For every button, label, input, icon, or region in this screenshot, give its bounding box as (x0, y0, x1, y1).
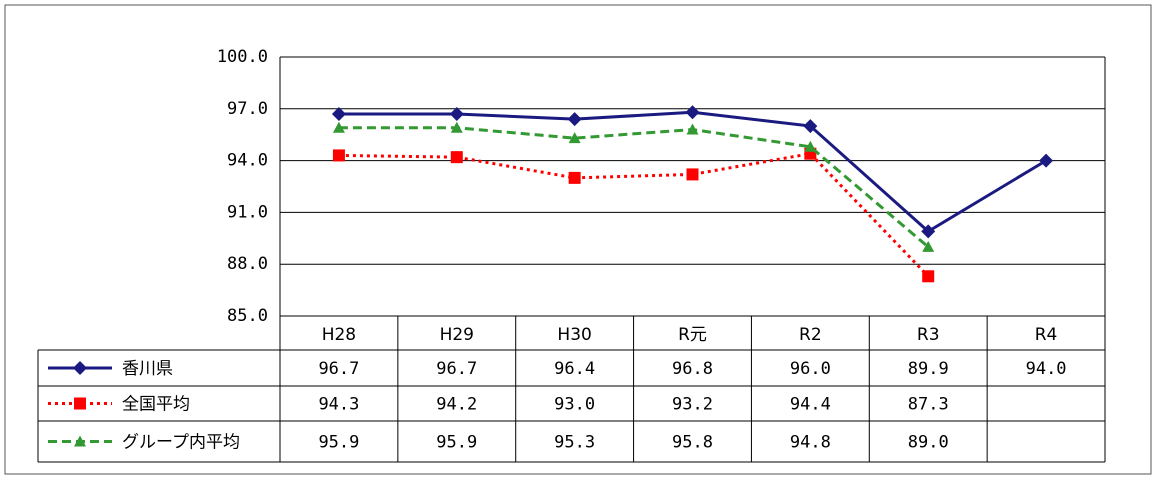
data-label: 89.9 (908, 359, 949, 379)
data-label: 94.4 (790, 395, 831, 415)
point (567, 112, 582, 127)
data-label: 94.8 (790, 433, 831, 453)
data-label: 93.2 (672, 395, 713, 415)
x-tick-label: H29 (440, 325, 474, 345)
point (332, 149, 345, 162)
legend-marker (74, 435, 86, 447)
point (804, 140, 817, 152)
x-tick-label: R4 (1035, 325, 1058, 345)
data-label: 96.7 (318, 359, 359, 379)
point (568, 171, 581, 184)
point (686, 168, 699, 181)
y-tick-label: 94.0 (227, 151, 268, 171)
point (803, 119, 818, 134)
legend-label: グループ内平均 (122, 433, 240, 453)
data-label: 96.4 (554, 359, 595, 379)
x-tick-label: H28 (322, 325, 356, 345)
point (1039, 153, 1054, 168)
x-tick-label: R2 (799, 325, 822, 345)
point (331, 106, 346, 121)
data-label: 96.7 (436, 359, 477, 379)
legend-label: 香川県 (122, 359, 173, 379)
data-label: 95.9 (318, 433, 359, 453)
legend-label: 全国平均 (122, 395, 190, 415)
data-label: 93.0 (554, 395, 595, 415)
legend-marker (74, 397, 86, 410)
point (568, 132, 581, 144)
y-tick-label: 85.0 (227, 306, 268, 326)
point (450, 121, 463, 133)
chart-frame (4, 4, 1152, 475)
data-label: 94.2 (436, 395, 477, 415)
data-label: 94.3 (318, 395, 359, 415)
point (685, 105, 700, 120)
data-label: 89.0 (908, 433, 949, 453)
data-label: 94.0 (1026, 359, 1067, 379)
data-label: 96.8 (672, 359, 713, 379)
x-tick-label: H30 (557, 325, 591, 345)
y-tick-label: 91.0 (227, 202, 268, 222)
y-tick-label: 100.0 (217, 47, 268, 67)
point (450, 151, 463, 164)
series-line (338, 126, 930, 249)
point (332, 121, 345, 133)
y-tick-label: 97.0 (227, 99, 268, 119)
data-label: 87.3 (908, 395, 949, 415)
y-tick-label: 88.0 (227, 254, 268, 274)
x-tick-label: R元 (678, 325, 707, 345)
point (922, 270, 935, 283)
data-label: 95.9 (436, 433, 477, 453)
point (922, 240, 935, 252)
legend-marker (73, 361, 87, 375)
point (686, 123, 699, 135)
x-tick-label: R3 (917, 325, 940, 345)
data-label: 95.3 (554, 433, 595, 453)
data-label: 95.8 (672, 433, 713, 453)
series-line (338, 152, 930, 278)
data-label: 96.0 (790, 359, 831, 379)
point (449, 106, 464, 121)
point (921, 224, 936, 239)
